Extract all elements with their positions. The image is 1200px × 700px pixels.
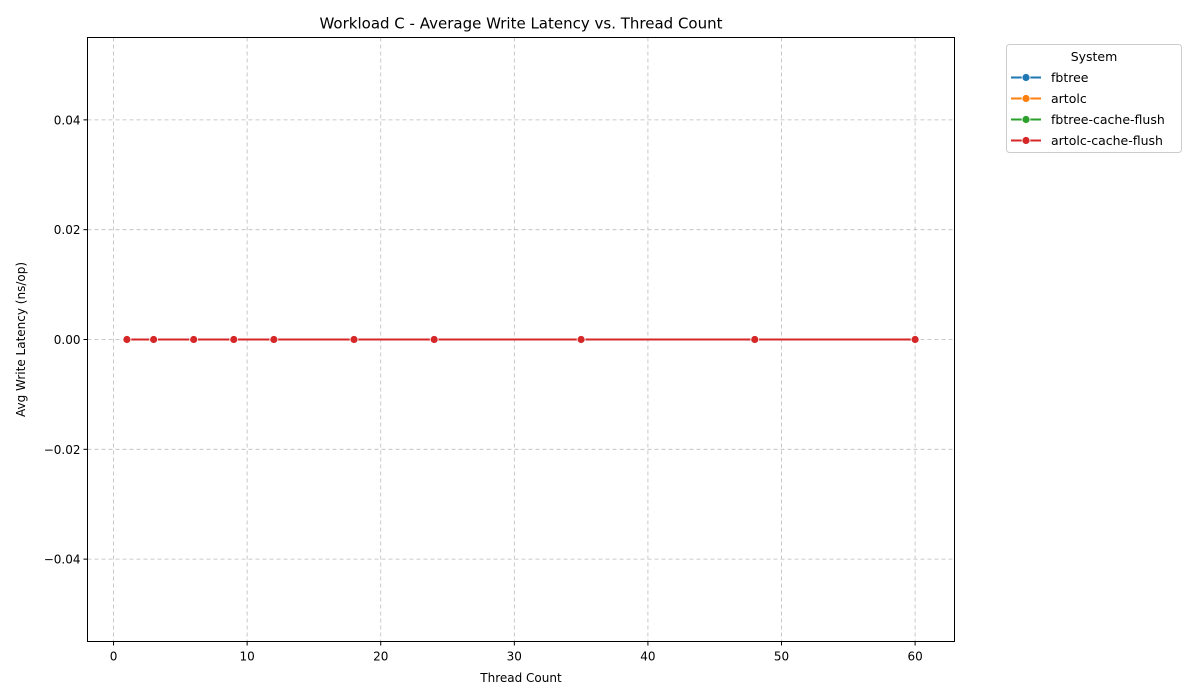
legend-label: artolc xyxy=(1051,91,1087,106)
legend-item: artolc xyxy=(1011,91,1087,106)
data-point xyxy=(429,335,439,344)
data-point xyxy=(349,335,359,344)
data-point xyxy=(269,335,279,344)
x-tick-label: 30 xyxy=(507,650,522,664)
legend: System fbtree artolc fbtree-cache-flush art… xyxy=(1006,44,1182,153)
legend-frame xyxy=(1006,44,1182,153)
data-point xyxy=(149,335,159,344)
data-point xyxy=(122,335,132,344)
legend-label: fbtree xyxy=(1051,70,1089,85)
legend-item: artolc-cache-flush xyxy=(1011,133,1163,148)
legend-item: fbtree xyxy=(1011,70,1089,85)
x-tick-label: 10 xyxy=(239,650,254,664)
legend-marker-swatch xyxy=(1021,94,1031,103)
x-tick-label: 60 xyxy=(907,650,922,664)
legend-marker-swatch xyxy=(1021,115,1031,124)
data-point xyxy=(910,335,920,344)
y-axis-title: Avg Write Latency (ns/op) xyxy=(14,262,28,417)
y-tick-label: −0.04 xyxy=(44,553,81,567)
data-point xyxy=(229,335,239,344)
x-tick-label: 0 xyxy=(110,650,118,664)
x-tick-label: 40 xyxy=(640,650,655,664)
legend-title: System xyxy=(1071,49,1118,64)
axes: 0 10 20 30 40 50 60 −0.04 −0.02 0.00 0.02 0.04 xyxy=(44,113,923,663)
y-tick-label: −0.02 xyxy=(44,443,81,457)
data-point xyxy=(189,335,199,344)
x-axis-title: Thread Count xyxy=(479,671,562,685)
chart-title: Workload C - Average Write Latency vs. T… xyxy=(319,15,722,33)
legend-label: artolc-cache-flush xyxy=(1051,133,1163,148)
legend-item: fbtree-cache-flush xyxy=(1011,112,1165,127)
x-tick-label: 50 xyxy=(774,650,789,664)
legend-label: fbtree-cache-flush xyxy=(1051,112,1165,127)
data-point xyxy=(750,335,760,344)
legend-marker-swatch xyxy=(1021,73,1031,82)
series-artolc-cache-flush xyxy=(122,335,920,344)
y-tick-label: 0.02 xyxy=(54,223,81,237)
legend-marker-swatch xyxy=(1021,136,1031,145)
data-point xyxy=(576,335,586,344)
y-tick-label: 0.00 xyxy=(54,333,81,347)
x-tick-label: 20 xyxy=(373,650,388,664)
y-tick-label: 0.04 xyxy=(54,113,81,127)
series-layer xyxy=(122,335,920,344)
